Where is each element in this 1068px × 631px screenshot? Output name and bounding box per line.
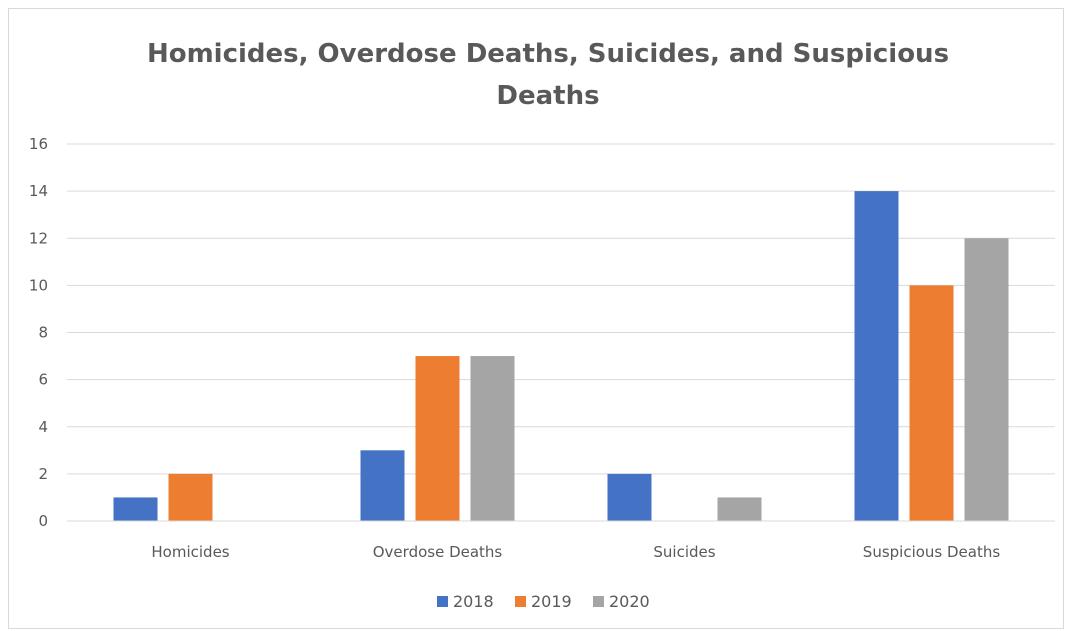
bars: [113, 191, 1009, 521]
chart-title: Homicides, Overdose Deaths, Suicides, an…: [147, 39, 949, 111]
x-axis: Homicides Overdose Deaths Suicides Suspicio…: [67, 520, 1055, 561]
bar-2019-suspicious-deaths: [909, 285, 954, 521]
y-tick-label: 12: [29, 229, 48, 247]
legend-item-2019: 2019: [515, 592, 572, 611]
x-category-label: Suicides: [653, 543, 715, 561]
bar-2018-homicides: [113, 497, 158, 521]
y-tick-label: 14: [29, 182, 48, 200]
legend: 2018 2019 2020: [437, 592, 650, 611]
legend-label: 2018: [453, 592, 494, 611]
chart-title-line-2: Deaths: [496, 81, 599, 111]
bar-2020-overdose-deaths: [470, 356, 515, 521]
x-category-label: Overdose Deaths: [373, 543, 503, 561]
y-tick-label: 2: [38, 465, 48, 483]
x-category-label: Homicides: [151, 543, 229, 561]
bar-2019-overdose-deaths: [415, 356, 460, 521]
bar-2018-overdose-deaths: [360, 450, 405, 521]
gridlines: [67, 143, 1055, 522]
bar-2018-suspicious-deaths: [854, 191, 899, 521]
x-category-label: Suspicious Deaths: [863, 543, 1001, 561]
chart-title-line-1: Homicides, Overdose Deaths, Suicides, an…: [147, 39, 949, 69]
legend-label: 2019: [531, 592, 572, 611]
bar-2020-suspicious-deaths: [964, 238, 1009, 521]
y-tick-label: 6: [38, 371, 48, 389]
y-tick-label: 10: [29, 276, 48, 294]
legend-swatch: [437, 596, 448, 607]
legend-label: 2020: [609, 592, 650, 611]
legend-swatch: [515, 596, 526, 607]
y-tick-label: 0: [38, 512, 48, 530]
legend-item-2018: 2018: [437, 592, 494, 611]
legend-swatch: [593, 596, 604, 607]
bar-2019-homicides: [168, 473, 213, 521]
y-axis: 0 2 4 6 8 10 12 14 16: [29, 135, 48, 530]
y-tick-label: 8: [38, 324, 48, 342]
y-tick-label: 16: [29, 135, 48, 153]
bar-2020-suicides: [717, 497, 762, 521]
bar-2018-suicides: [607, 473, 652, 521]
y-tick-label: 4: [38, 418, 48, 436]
legend-item-2020: 2020: [593, 592, 650, 611]
